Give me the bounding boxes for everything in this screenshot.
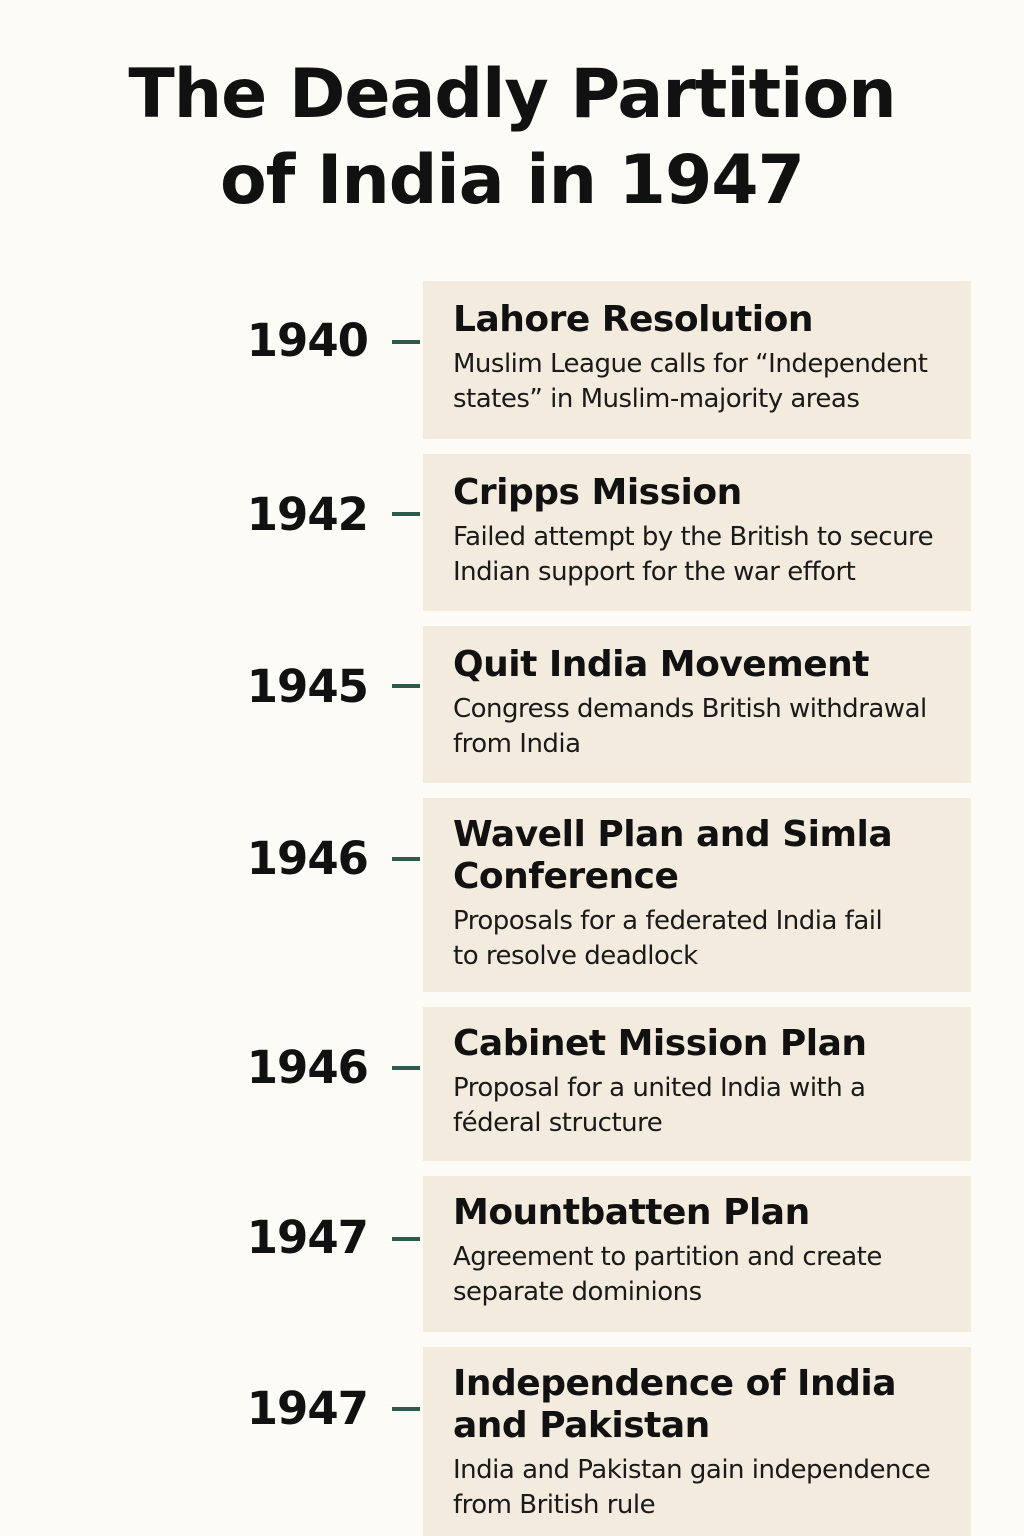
event-title: Mountbatten Plan <box>453 1192 810 1233</box>
event-title: Wavell Plan and Simla Conference <box>453 814 893 897</box>
event-description: Muslim League calls for “Independent sta… <box>453 349 928 414</box>
event-year: 1947 <box>246 1211 369 1264</box>
timeline-connector <box>392 1066 420 1070</box>
event-card: Wavell Plan and Simla Conference Proposa… <box>423 798 971 992</box>
event-description: Proposal for a united India with a féder… <box>453 1073 866 1138</box>
event-card: Quit India Movement Congress demands Bri… <box>423 626 971 783</box>
event-year: 1946 <box>246 832 369 885</box>
event-year: 1947 <box>246 1382 369 1435</box>
event-description: India and Pakistan gain independence fro… <box>453 1455 931 1520</box>
timeline-connector <box>392 1407 420 1411</box>
event-title: Cabinet Mission Plan <box>453 1023 867 1064</box>
timeline-connector <box>392 857 420 861</box>
event-card: Lahore Resolution Muslim League calls fo… <box>423 281 971 439</box>
timeline-connector <box>392 684 420 688</box>
page-title: The Deadly Partition of India in 1947 <box>0 52 1024 224</box>
event-year: 1945 <box>246 660 369 713</box>
event-title: Cripps Mission <box>453 472 742 513</box>
event-title: Independence of India and Pakistan <box>453 1363 896 1446</box>
event-card: Cabinet Mission Plan Proposal for a unit… <box>423 1007 971 1161</box>
event-card: Mountbatten Plan Agreement to partition … <box>423 1176 971 1332</box>
event-description: Agreement to partition and create separa… <box>453 1242 882 1307</box>
event-description: Proposals for a federated India fail to … <box>453 906 883 971</box>
event-title: Lahore Resolution <box>453 299 813 340</box>
timeline-connector <box>392 512 420 516</box>
event-title: Quit India Movement <box>453 644 869 685</box>
event-description: Failed attempt by the British to secure … <box>453 522 934 587</box>
timeline-connector <box>392 340 420 344</box>
page-title-line-2: of India in 1947 <box>220 141 805 220</box>
event-year: 1940 <box>246 314 369 367</box>
timeline-connector <box>392 1237 420 1241</box>
event-card: Cripps Mission Failed attempt by the Bri… <box>423 454 971 611</box>
event-year: 1942 <box>246 488 369 541</box>
event-card: Independence of India and Pakistan India… <box>423 1347 971 1536</box>
page-title-line-1: The Deadly Partition <box>128 55 896 134</box>
event-description: Congress demands British withdrawal from… <box>453 694 927 759</box>
event-year: 1946 <box>246 1041 369 1094</box>
